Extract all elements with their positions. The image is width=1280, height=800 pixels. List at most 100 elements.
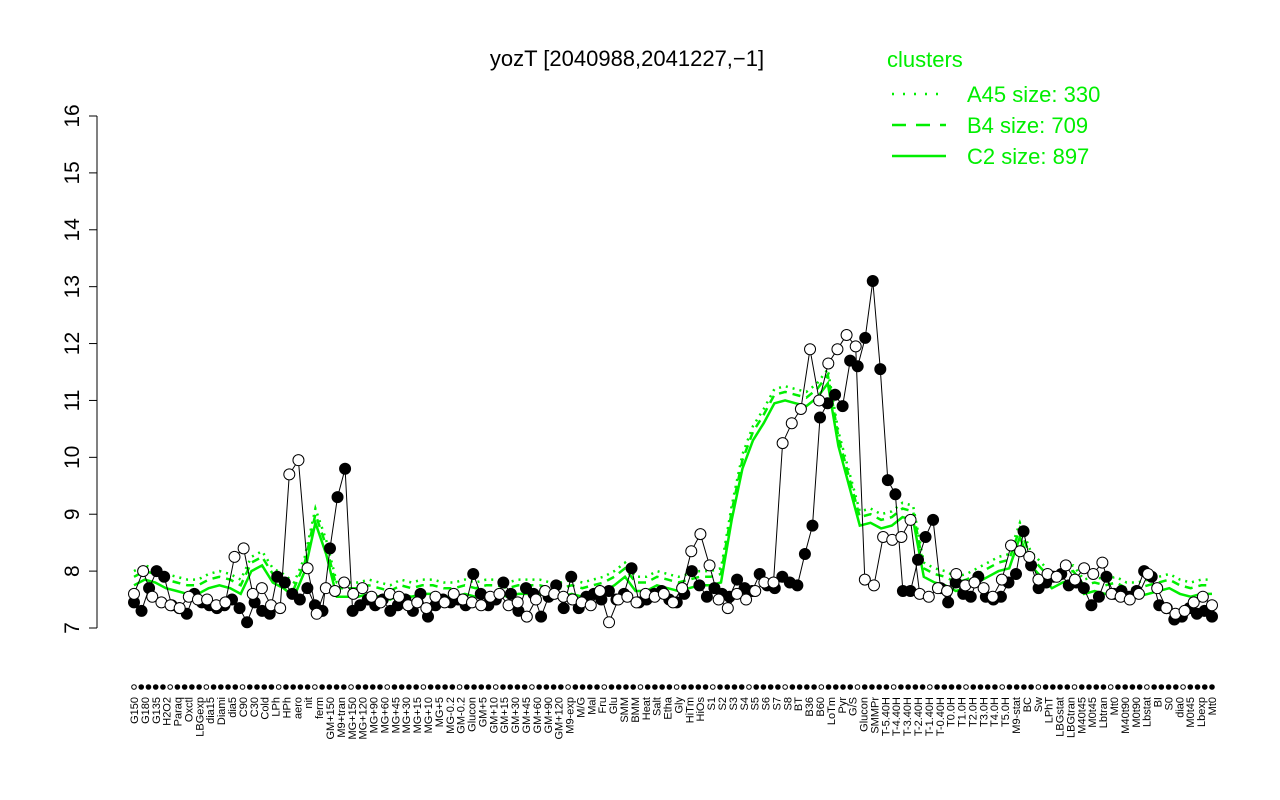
rug-mark [854, 684, 861, 690]
x-tick-label: GM-0.2 [456, 697, 468, 734]
rug-mark [449, 684, 456, 690]
rug-mark [1144, 684, 1150, 690]
rug-mark [586, 684, 593, 690]
rug-mark [500, 684, 506, 690]
x-tick-label: GM+30 [510, 697, 522, 733]
data-point [794, 402, 807, 415]
data-point [283, 468, 296, 481]
rug-mark [760, 684, 767, 690]
data-point [657, 587, 670, 600]
data-point [700, 590, 713, 603]
x-tick-label: Mt0 [1207, 697, 1219, 715]
x-tick-label: HiTm [684, 697, 696, 723]
data-point [593, 585, 606, 598]
data-point [1050, 570, 1063, 583]
data-point [511, 596, 524, 609]
y-tick-label: 11 [61, 390, 84, 412]
data-point [429, 590, 442, 603]
rug-mark [420, 684, 427, 690]
x-tick-label: BI [1153, 697, 1165, 707]
x-tick-label: MG+120 [358, 697, 370, 740]
x-tick-label: S4 [739, 697, 751, 710]
x-tick-label: dia0 [1174, 697, 1186, 718]
data-point [292, 454, 305, 467]
data-point [1178, 604, 1191, 617]
data-point [1196, 590, 1209, 603]
rug-mark [290, 684, 296, 690]
data-point [804, 343, 817, 356]
rug-mark [268, 684, 275, 690]
data-point [274, 602, 287, 615]
data-point [831, 343, 844, 356]
data-point [625, 562, 638, 575]
data-point [676, 582, 689, 595]
data-point [630, 596, 643, 609]
data-point [146, 590, 159, 603]
x-tick-label: Salt [652, 697, 664, 716]
rug-mark [427, 684, 434, 690]
rug-mark [232, 684, 239, 690]
rug-mark [1021, 684, 1027, 690]
rug-mark [218, 684, 224, 690]
data-point [1151, 582, 1164, 595]
rug-mark [239, 684, 246, 690]
x-tick-label: S1 [706, 697, 718, 710]
rug-mark [890, 684, 897, 690]
x-tick-label: S8 [782, 697, 794, 710]
x-tick-label: GM+150 [325, 697, 337, 740]
x-tick-label: M0t90 [1131, 697, 1143, 728]
rug-mark [934, 684, 940, 690]
data-point [922, 590, 935, 603]
x-tick-label: aero [292, 697, 304, 719]
rug-mark [1006, 684, 1013, 690]
data-point [1023, 550, 1036, 563]
x-tick-label: M40t45 [1076, 697, 1088, 734]
data-point [128, 587, 140, 600]
data-point [851, 360, 864, 373]
rug-mark [558, 684, 564, 690]
data-point [255, 582, 268, 595]
x-tick-label: HPh [281, 697, 293, 718]
x-tick-label: S3 [728, 697, 740, 710]
x-tick-label: Mal [586, 697, 598, 715]
x-tick-label: Glucon [467, 697, 479, 732]
rug-mark [905, 684, 911, 690]
rug-mark [666, 684, 673, 690]
series-line-b4 [133, 371, 1212, 593]
data-point [858, 573, 871, 586]
plot-area: 7 8 9 10 11 12 13 14 15 16 G150G180G135H2O2ParaqOx… [61, 104, 1219, 739]
data-point [339, 462, 352, 475]
rug-mark [681, 684, 687, 690]
data-point [814, 411, 826, 424]
x-tick-label: M0t45 [1087, 697, 1099, 728]
x-tick-label: GM+90 [543, 697, 555, 733]
rug-mark [579, 684, 586, 690]
data-point [1078, 562, 1091, 575]
x-tick-label: M9-exp [565, 697, 577, 734]
data-point [785, 417, 798, 430]
x-tick-label: T4.0H [989, 697, 1001, 727]
x-tick-label: LPhT [1044, 697, 1056, 724]
x-tick-label: S6 [761, 697, 773, 710]
x-tick-label: GM+45 [521, 697, 533, 733]
data-point [685, 545, 698, 558]
x-tick-label: BC [1022, 697, 1034, 712]
rug-mark [644, 684, 651, 690]
data-point [889, 488, 902, 501]
rug-mark [138, 684, 145, 690]
data-point [822, 357, 835, 370]
rug-mark [919, 684, 926, 690]
rug-mark [377, 684, 383, 690]
rug-mark [775, 684, 781, 690]
data-point [1142, 567, 1155, 580]
data-point [467, 567, 480, 580]
data-point [331, 491, 344, 504]
x-tick-label: MG+150 [347, 697, 359, 740]
data-point [374, 596, 387, 609]
x-tick-label: nit [303, 697, 315, 709]
data-point [338, 576, 351, 589]
data-point [173, 602, 186, 615]
rug-mark [637, 684, 644, 690]
data-point [712, 593, 725, 606]
data-point [950, 567, 963, 580]
